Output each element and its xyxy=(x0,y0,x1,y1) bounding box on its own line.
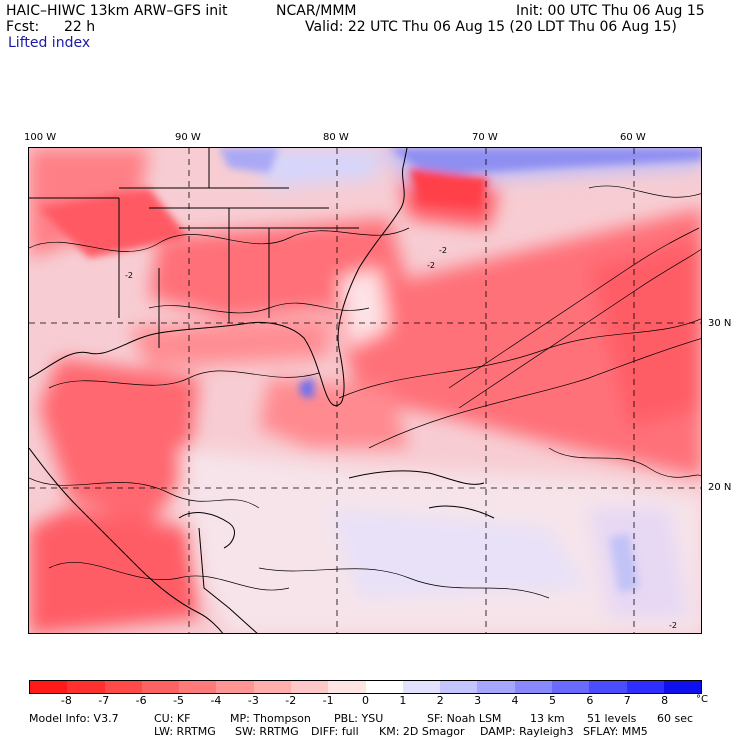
color-scale-swatch xyxy=(328,681,366,693)
lon-label-90w: 90 W xyxy=(175,132,201,143)
model-info-timestep: 60 sec xyxy=(657,712,694,725)
color-scale-tick-label: -3 xyxy=(247,694,259,707)
model-info-resolution: 13 km xyxy=(530,712,565,725)
field-name: Lifted index xyxy=(8,35,91,51)
color-scale-swatch xyxy=(179,681,217,693)
valid-time: Valid: 22 UTC Thu 06 Aug 15 (20 LDT Thu … xyxy=(305,19,677,35)
lat-label-20n: 20 N xyxy=(708,482,732,493)
color-scale-tick-label: 1 xyxy=(399,694,407,707)
lon-label-70w: 70 W xyxy=(472,132,498,143)
contours xyxy=(29,185,701,599)
color-scale-swatch xyxy=(551,681,590,693)
contour-label: -2 xyxy=(125,271,133,280)
model-info-longwave: LW: RRTMG xyxy=(154,725,216,738)
map-canvas: -2 -2 -2 -2 xyxy=(29,148,701,633)
color-scale-tick-label: 5 xyxy=(548,694,556,707)
color-scale-tick-label: 2 xyxy=(436,694,444,707)
color-scale-tick-label: -6 xyxy=(135,694,147,707)
color-scale-tick-label: 4 xyxy=(511,694,519,707)
model-info-shortwave: SW: RRTMG xyxy=(235,725,299,738)
forecast-hour: 22 h xyxy=(64,19,96,35)
color-scale-swatch xyxy=(141,681,180,693)
color-scale-tick-label: -8 xyxy=(60,694,72,707)
color-scale-tick-label: 7 xyxy=(623,694,631,707)
color-scale-swatch xyxy=(514,681,552,693)
model-title: HAIC–HIWC 13km ARW–GFS init xyxy=(6,3,228,19)
coastlines xyxy=(29,148,495,633)
color-scale-swatch xyxy=(253,681,291,693)
color-scale-swatch xyxy=(365,681,403,693)
model-info-diffusion: DIFF: full xyxy=(311,725,359,738)
color-scale-tick-label: -4 xyxy=(210,694,222,707)
color-scale-tick-label: 0 xyxy=(362,694,369,707)
model-info-levels: 51 levels xyxy=(587,712,637,725)
model-info-microphysics: MP: Thompson xyxy=(230,712,311,725)
lat-lon-grid xyxy=(29,148,701,633)
contour-label: -2 xyxy=(669,621,677,630)
color-scale-bar xyxy=(29,680,702,694)
lat-label-30n: 30 N xyxy=(708,318,732,329)
model-info-sflay: SFLAY: MM5 xyxy=(583,725,648,738)
unit-label: °C xyxy=(696,694,708,705)
model-info-version: Model Info: V3.7 xyxy=(29,712,119,725)
color-scale-tick-label: 3 xyxy=(474,694,482,707)
color-scale-tick-label: 8 xyxy=(661,694,669,707)
color-scale-tick-label: 6 xyxy=(586,694,594,707)
color-scale-swatch xyxy=(663,681,702,693)
color-scale-tick-label: -7 xyxy=(98,694,110,707)
color-scale-swatch xyxy=(402,681,441,693)
color-scale-swatch xyxy=(440,681,478,693)
lifted-index-map: -2 -2 -2 -2 xyxy=(28,147,702,634)
color-scale-swatch xyxy=(589,681,627,693)
lon-label-80w: 80 W xyxy=(323,132,349,143)
color-scale-tick-label: -2 xyxy=(285,694,297,707)
model-info-damping: DAMP: Rayleigh3 xyxy=(480,725,574,738)
color-scale-swatch xyxy=(626,681,664,693)
lon-label-100w: 100 W xyxy=(24,132,57,143)
color-scale-swatch xyxy=(216,681,254,693)
model-info-pbl: PBL: YSU xyxy=(334,712,384,725)
contour-label: -2 xyxy=(427,261,435,270)
color-scale-tick-label: -5 xyxy=(173,694,185,707)
model-info-surface: SF: Noah LSM xyxy=(427,712,502,725)
color-scale-tick-label: -1 xyxy=(322,694,334,707)
model-info-km: KM: 2D Smagor xyxy=(379,725,465,738)
color-scale-swatch xyxy=(290,681,329,693)
model-info-cumulus: CU: KF xyxy=(154,712,191,725)
contour-label: -2 xyxy=(439,246,447,255)
color-scale-swatch xyxy=(67,681,105,693)
color-scale-swatch xyxy=(477,681,515,693)
organization: NCAR/MMM xyxy=(276,3,357,19)
color-scale-swatch xyxy=(104,681,142,693)
lon-label-60w: 60 W xyxy=(620,132,646,143)
stable-air-shading xyxy=(39,148,701,593)
color-scale-swatch xyxy=(30,681,68,693)
init-time: Init: 00 UTC Thu 06 Aug 15 xyxy=(516,3,705,19)
forecast-label: Fcst: xyxy=(6,19,40,35)
